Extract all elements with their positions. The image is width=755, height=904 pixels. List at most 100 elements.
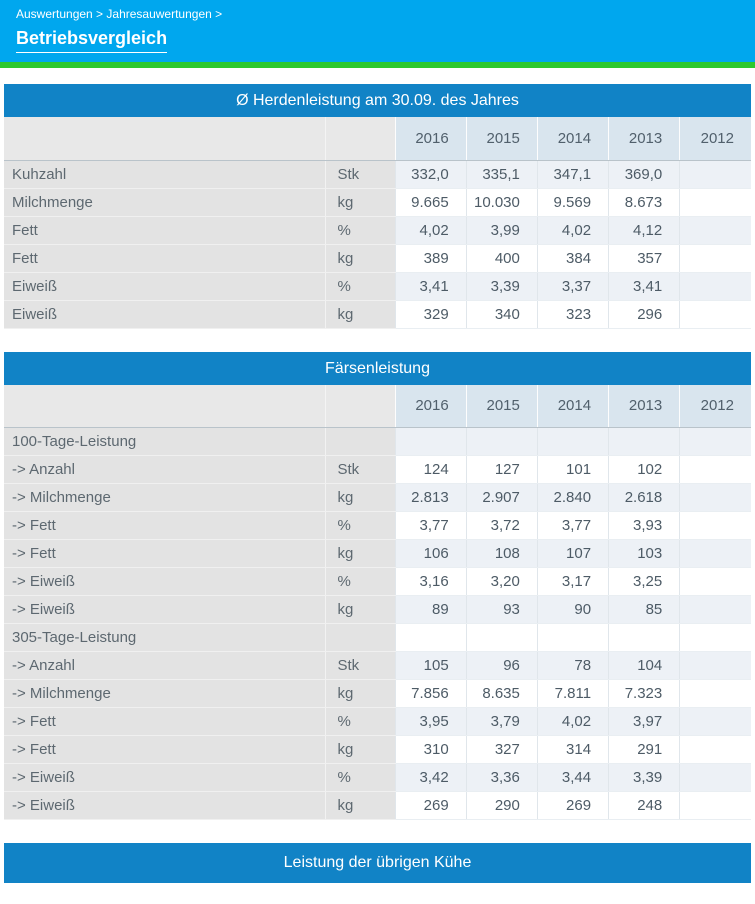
data-table: 2016 2015 2014 2013 2012 Kuhzahl Stk 332,0 335,1… [4,117,751,329]
value-cell [608,623,680,652]
value-cell [679,623,751,652]
value-cell: 310 [394,735,467,764]
value-cell: 102 [608,455,680,484]
row-unit-cell: kg [324,539,395,568]
year-header-cell: 2014 [536,384,609,428]
value-cell [679,272,751,301]
table-row: Eiweiß kg 329 340 323 296 [4,300,751,329]
value-cell: 327 [465,735,538,764]
row-label-cell: -> Fett [4,511,325,540]
value-cell: 4,12 [608,216,680,245]
row-unit-cell: Stk [324,455,395,484]
report-table-2: Färsenleistung 2016 2015 2014 2013 2012 100-Ta… [4,351,751,820]
value-cell: 3,97 [608,707,680,736]
value-cell [679,595,751,624]
value-cell: 127 [465,455,538,484]
value-cell: 104 [608,651,680,680]
breadcrumb[interactable]: Auswertungen > Jahresauwertungen > [16,7,223,21]
value-cell [679,679,751,708]
row-unit-cell: % [324,272,395,301]
table-row: -> Milchmenge kg 7.856 8.635 7.811 7.323 [4,679,751,708]
table-title: Ø Herdenleistung am 30.09. des Jahres [4,84,751,117]
value-cell: 7.856 [394,679,467,708]
row-label-cell: 305-Tage-Leistung [4,623,325,652]
row-label-cell: Fett [4,244,325,273]
app-header: Auswertungen > Jahresauwertungen > Betri… [0,0,755,62]
year-header-cell: 2016 [394,384,467,428]
value-cell: 296 [608,300,680,329]
value-cell: 4,02 [536,707,609,736]
row-unit-cell [324,427,395,456]
value-cell: 8.673 [608,188,680,217]
label-header-cell [4,384,325,428]
row-unit-cell [324,623,395,652]
value-cell: 85 [608,595,680,624]
value-cell [679,427,751,456]
row-unit-cell: % [324,763,395,792]
value-cell: 3,77 [394,511,467,540]
row-label-cell: -> Eiweiß [4,763,325,792]
value-cell: 332,0 [394,160,467,189]
value-cell: 101 [536,455,609,484]
value-cell [679,791,751,820]
value-cell: 9.665 [394,188,467,217]
row-label-cell: Kuhzahl [4,160,325,189]
table-row: -> Fett% 3,95 3,79 4,02 3,97 [4,707,751,736]
table-row: -> Eiweiß kg 269 290 269 248 [4,791,751,820]
row-unit-cell: Stk [324,651,395,680]
value-cell: 105 [394,651,467,680]
value-cell [679,539,751,568]
value-cell: 290 [465,791,538,820]
tables-container: Ø Herdenleistung am 30.09. des Jahres 201… [4,84,751,883]
table-row: 100-Tage-Leistung [4,427,751,456]
row-unit-cell: kg [324,791,395,820]
value-cell: 10.030 [465,188,538,217]
value-cell: 108 [465,539,538,568]
value-cell [394,427,467,456]
column-header-row: 2016 2015 2014 2013 2012 [4,117,751,161]
value-cell: 314 [536,735,609,764]
value-cell: 96 [465,651,538,680]
row-label-cell: -> Milchmenge [4,679,325,708]
value-cell: 3,99 [465,216,538,245]
table-row: -> Eiweiß% 3,16 3,20 3,17 3,25 [4,567,751,596]
row-label-cell: -> Eiweiß [4,567,325,596]
value-cell: 4,02 [394,216,467,245]
table-row: -> Fett kg 310 327 314 291 [4,735,751,764]
value-cell: 3,39 [465,272,538,301]
value-cell: 78 [536,651,609,680]
value-cell: 3,95 [394,707,467,736]
row-label-cell: -> Eiweiß [4,595,325,624]
row-label-cell: Fett [4,216,325,245]
value-cell: 103 [608,539,680,568]
table-row: -> Fett kg 106 108 107 103 [4,539,751,568]
row-label-cell: -> Fett [4,539,325,568]
table-row: Kuhzahl Stk 332,0 335,1 347,1 369,0 [4,160,751,189]
value-cell: 291 [608,735,680,764]
value-cell [679,511,751,540]
unit-header-cell [324,384,395,428]
value-cell: 335,1 [465,160,538,189]
report-table-3: Leistung der übrigen Kühe [4,843,751,883]
row-unit-cell: kg [324,735,395,764]
value-cell: 3,16 [394,567,467,596]
value-cell: 347,1 [536,160,609,189]
row-unit-cell: kg [324,188,395,217]
row-unit-cell: % [324,707,395,736]
table-row: 305-Tage-Leistung [4,623,751,652]
value-cell [679,483,751,512]
value-cell: 3,72 [465,511,538,540]
row-unit-cell: % [324,216,395,245]
table-title: Färsenleistung [4,351,751,385]
table-row: Fett% 4,02 3,99 4,02 4,12 [4,216,751,245]
row-label-cell: Eiweiß [4,300,325,329]
value-cell: 3,44 [536,763,609,792]
year-header-cell: 2013 [608,117,680,161]
value-cell: 8.635 [465,679,538,708]
row-label-cell: -> Anzahl [4,455,325,484]
value-cell [679,244,751,273]
value-cell: 3,77 [536,511,609,540]
row-label-cell: -> Eiweiß [4,791,325,820]
value-cell: 3,79 [465,707,538,736]
row-unit-cell: kg [324,679,395,708]
